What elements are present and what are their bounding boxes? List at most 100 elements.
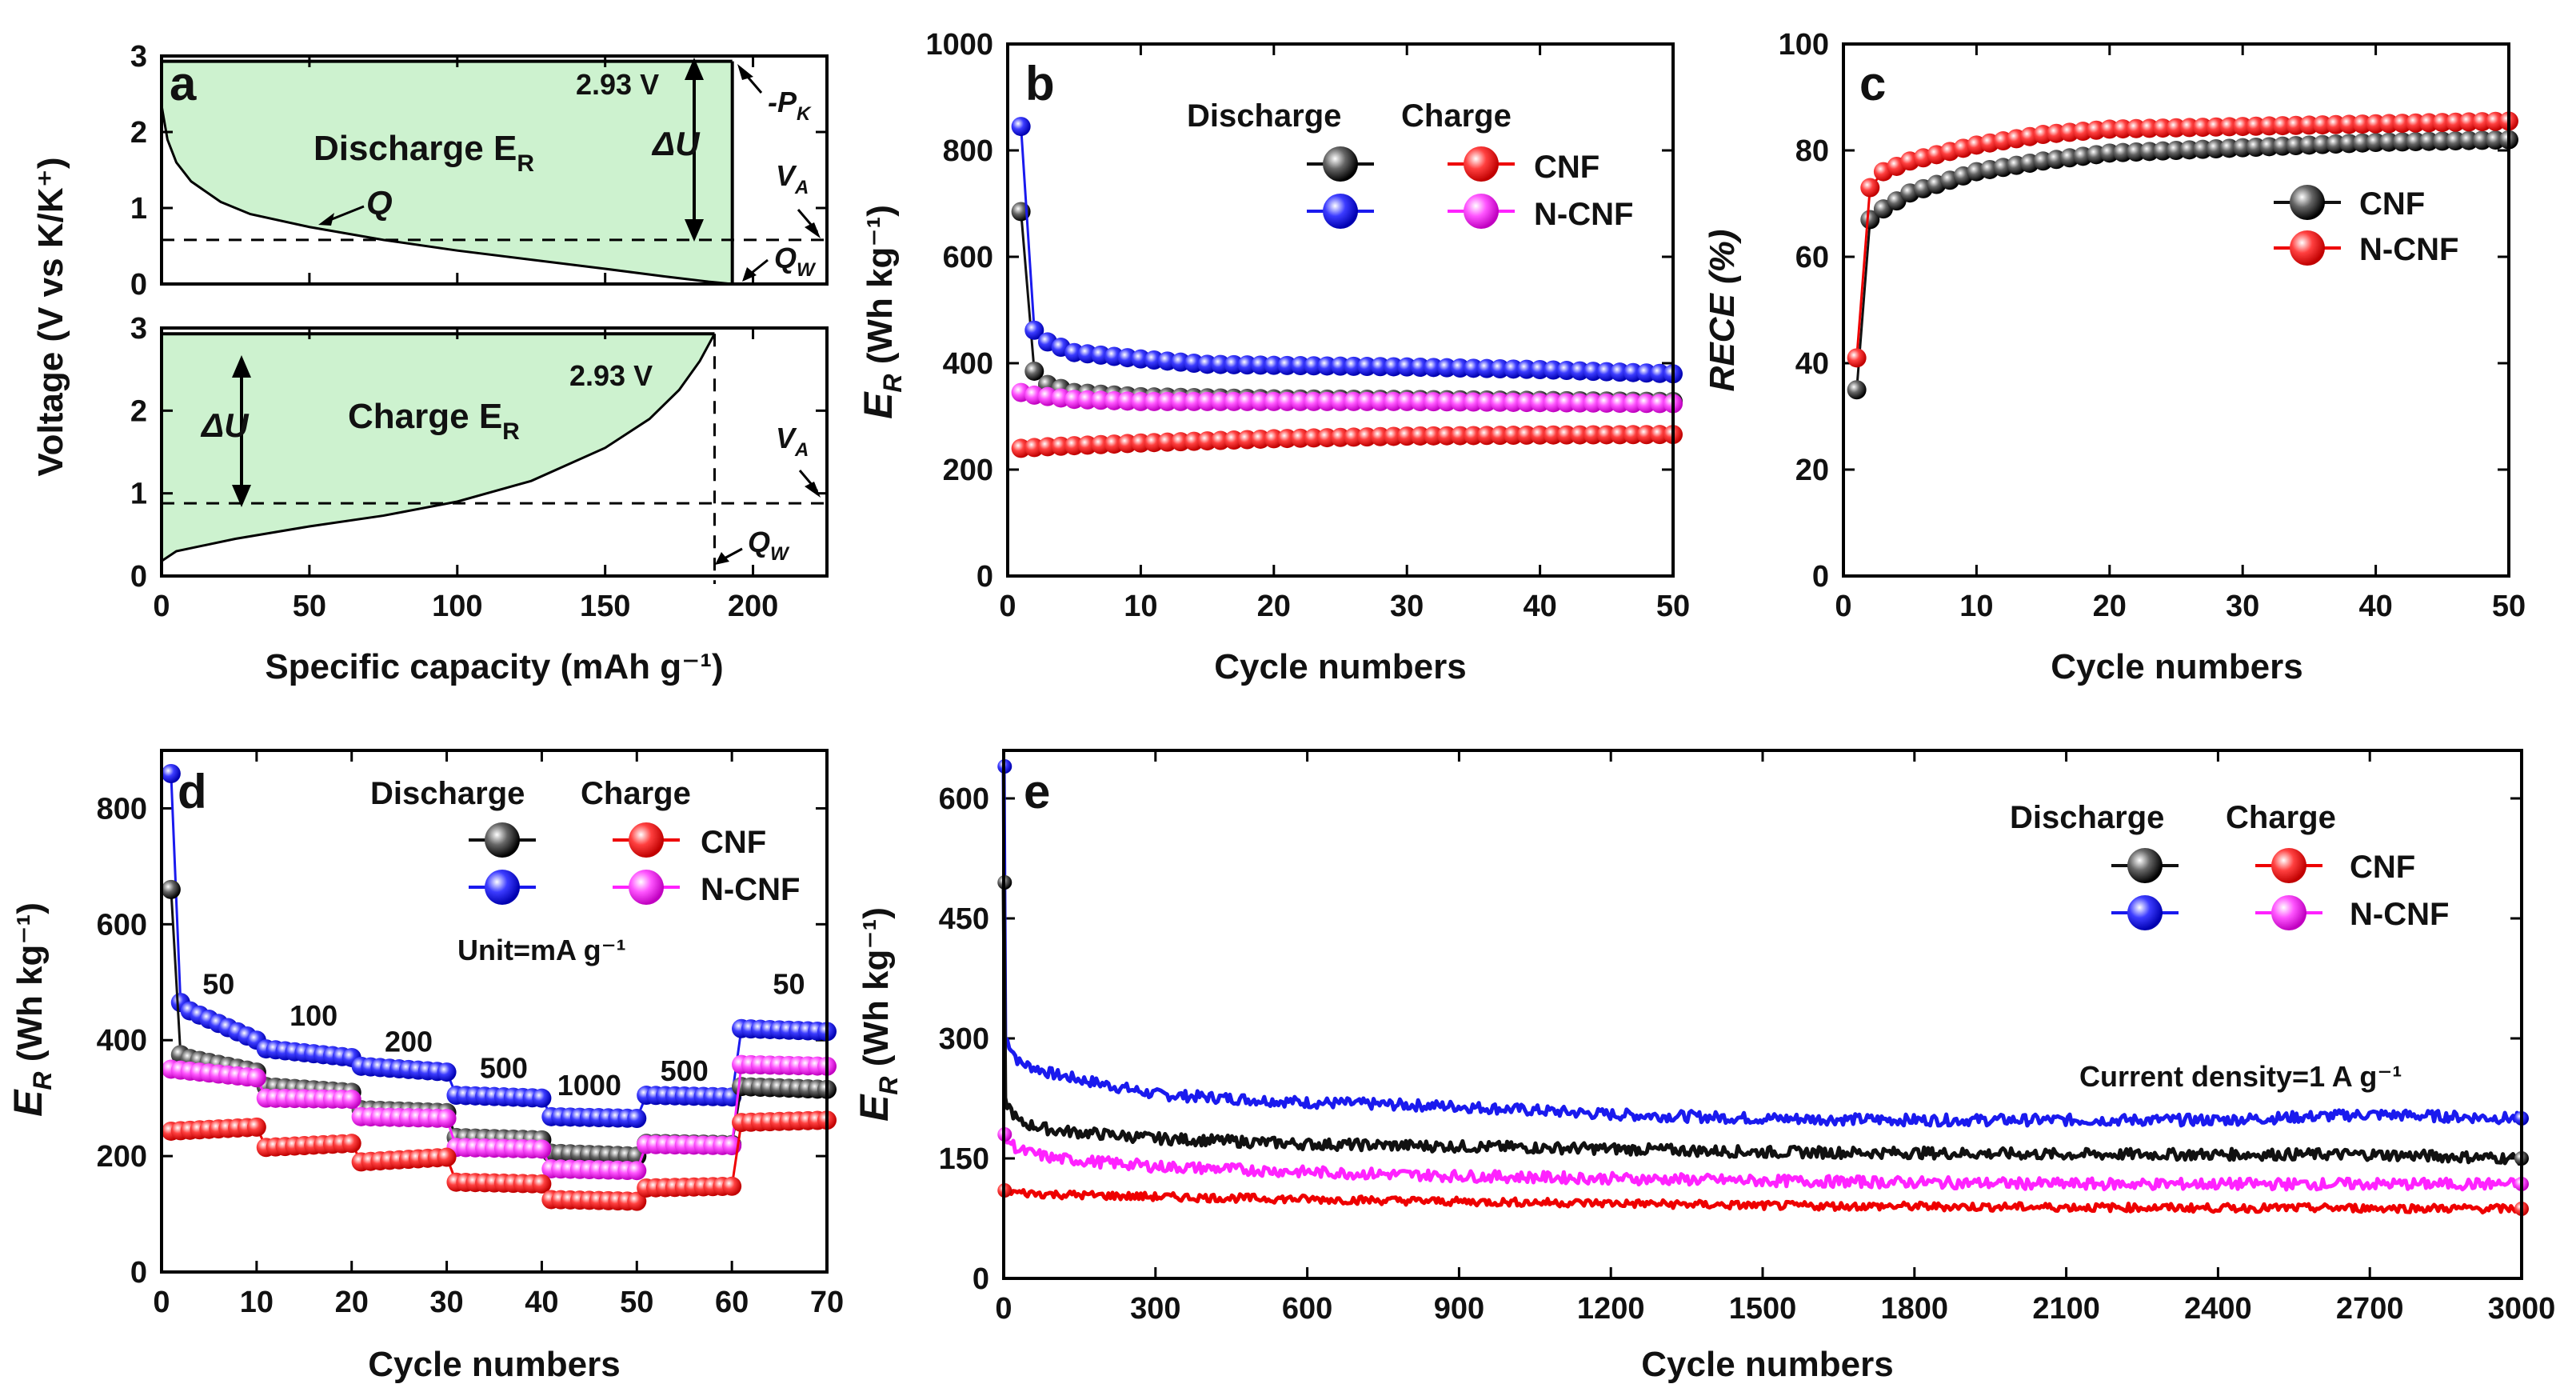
data-point (2113, 119, 2133, 139)
y-tick-label: 400 (943, 347, 993, 381)
data-point (722, 1176, 742, 1196)
data-point (1331, 391, 1350, 411)
data-point (1317, 428, 1337, 448)
data-point (2127, 118, 2147, 138)
discharge-energy-area (162, 61, 733, 285)
data-point (1424, 392, 1444, 412)
data-point (1596, 393, 1616, 413)
data-point (1623, 394, 1643, 414)
data-point (1384, 357, 1404, 377)
data-point (2352, 114, 2372, 134)
data-point (627, 1109, 647, 1129)
y-tick-label: 150 (939, 1142, 989, 1176)
rate-label: 500 (661, 1054, 709, 1087)
y-tick-label: 3 (130, 40, 147, 74)
data-point (2406, 113, 2426, 133)
cycling-band-n-cnf-discharge (1001, 766, 2523, 1128)
data-point (1211, 391, 1231, 411)
rate-labels: 50 100 200 500 1000 500 50 (202, 967, 805, 1102)
y-tick-label: 600 (939, 782, 989, 816)
data-point (1277, 355, 1297, 375)
data-point (1504, 392, 1524, 412)
data-point (1424, 426, 1444, 446)
data-point (1224, 354, 1244, 374)
x-tick-label: 70 (810, 1286, 844, 1319)
x-tick-label: 10 (240, 1286, 274, 1319)
x-tick-label: 40 (525, 1286, 558, 1319)
va-arrowhead-top (805, 222, 821, 238)
panel-a-bottom-ticks: 0 50 100 150 200 0 1 2 3 (130, 312, 827, 623)
data-point (1437, 358, 1457, 378)
x-tick-label: 50 (293, 590, 326, 623)
legend-marker-cnf-discharge (485, 822, 520, 858)
qw-label-top: QW (774, 242, 817, 281)
data-point (1304, 391, 1324, 411)
y-tick-label: 20 (1795, 454, 1829, 487)
x-tick-label: 0 (995, 1292, 1012, 1326)
data-point (161, 879, 181, 899)
data-point (1344, 427, 1364, 447)
data-point (1490, 392, 1510, 412)
data-point (437, 1109, 457, 1129)
data-point (2446, 112, 2466, 132)
data-point (1397, 391, 1417, 411)
x-tick-label: 2700 (2336, 1292, 2404, 1326)
data-point (2419, 113, 2439, 133)
y-tick-label: 800 (943, 134, 993, 168)
delta-u-arrowhead-up-charge (232, 355, 251, 378)
data-point (1357, 391, 1377, 411)
x-tick-label: 3000 (2488, 1292, 2556, 1326)
legend-marker-cnf-discharge (1323, 146, 1358, 182)
charge-voltage-label: 2.93 V (569, 359, 653, 392)
legend-charge-header-e: Charge (2226, 800, 2336, 835)
panel-a-top-frame (160, 54, 829, 286)
cycling-band-cnf-charge (1002, 1186, 2523, 1214)
legend-ncnf-c: N-CNF (2359, 232, 2458, 267)
legend-cnf-e: CNF (2350, 850, 2415, 885)
charge-voltage-curve (161, 333, 716, 562)
panel-e-frame (1002, 749, 2523, 1280)
data-point (1450, 358, 1470, 378)
data-point (2206, 117, 2226, 137)
data-point (1490, 358, 1510, 378)
y-tick-label: 60 (1795, 241, 1829, 274)
x-tick-label: 0 (153, 590, 170, 623)
data-point (1157, 391, 1177, 411)
y-tick-label: 300 (939, 1022, 989, 1056)
panel-b-x-label: Cycle numbers (1214, 647, 1466, 686)
delta-u-label: ΔU (651, 125, 701, 162)
panel-e-ticks: 0 300 600 900 1200 1500 1800 2100 2400 2700 3000 0 1… (939, 750, 2556, 1326)
legend-ncnf: N-CNF (1534, 197, 1633, 232)
data-point (1464, 426, 1484, 446)
data-point (1397, 357, 1417, 377)
x-tick-label: 30 (429, 1286, 463, 1319)
panel-d-frame (160, 749, 829, 1274)
data-point (2313, 115, 2333, 135)
data-point (2273, 116, 2293, 136)
panel-c: 0 10 20 30 40 50 0 20 40 60 80 100 c CNF N-CNF RECE… (1703, 28, 2526, 686)
rate-label: 50 (202, 967, 234, 1000)
y-tick-label: 400 (97, 1024, 147, 1058)
data-point (2392, 132, 2412, 152)
va-label-bottom: VA (776, 422, 809, 461)
panel-e: 0 300 600 900 1200 1500 1800 2100 2400 2700 3000 0 1… (852, 749, 2556, 1384)
data-point (1291, 391, 1311, 411)
data-point (1317, 391, 1337, 411)
data-point (2259, 116, 2279, 136)
x-tick-label: 40 (1523, 590, 1556, 623)
data-point (1264, 391, 1284, 411)
data-point (1860, 210, 1880, 230)
y-tick-label: 0 (130, 1256, 147, 1290)
data-point (2286, 115, 2306, 135)
legend-marker-cnf-charge (629, 822, 664, 858)
y-tick-label: 1 (130, 192, 147, 226)
data-point (1171, 391, 1191, 411)
x-tick-label: 0 (1835, 590, 1851, 623)
data-point (1424, 358, 1444, 378)
data-point (1131, 391, 1151, 411)
data-point (1477, 392, 1497, 412)
legend-marker-cnf (2290, 185, 2325, 220)
y-tick-label: 40 (1795, 347, 1829, 381)
data-point (1477, 426, 1497, 446)
